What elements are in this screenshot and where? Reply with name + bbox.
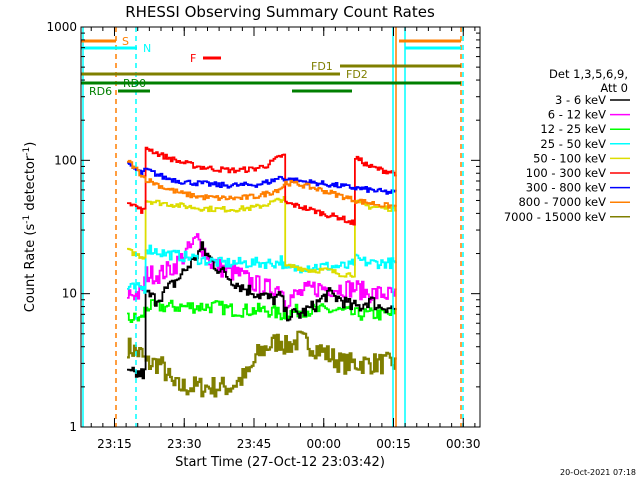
x-tick-label: 23:15 xyxy=(97,437,132,451)
y-axis-label-end: ) xyxy=(23,142,38,147)
y-axis-label-main: Count Rate (s xyxy=(23,224,38,313)
legend-entry-label: 50 - 100 keV xyxy=(533,151,606,165)
x-tick-label: 00:30 xyxy=(446,437,481,451)
legend-entry-label: 3 - 6 keV xyxy=(555,93,606,107)
legend-header-line2: Att 0 xyxy=(600,81,628,95)
rd0-label: RD0 xyxy=(123,77,146,90)
legend-header-line1: Det 1,3,5,6,9, xyxy=(549,67,628,81)
saa-label: S xyxy=(122,35,129,48)
y-tick-label: 1000 xyxy=(46,20,77,34)
fd2-label: FD2 xyxy=(346,68,368,81)
legend-entry-label: 100 - 300 keV xyxy=(526,166,606,180)
legend-entry-label: 800 - 7000 keV xyxy=(518,195,606,209)
night-label: N xyxy=(143,42,151,55)
series-line-2 xyxy=(127,299,397,323)
y-axis: 1 10 100 1000 xyxy=(46,20,480,434)
x-tick-label: 00:15 xyxy=(376,437,411,451)
y-axis-label-sup: -1 xyxy=(22,215,32,224)
legend-entry-label: 300 - 800 keV xyxy=(526,181,606,195)
rd6-label: RD6 xyxy=(89,85,112,98)
series-line-3 xyxy=(127,244,397,294)
legend-entry-label: 7000 - 15000 keV xyxy=(504,210,606,224)
y-tick-label: 1 xyxy=(69,420,77,434)
flare-label: F xyxy=(190,52,196,65)
plot-frame xyxy=(80,26,481,428)
timestamp: 20-Oct-2021 07:18 xyxy=(560,468,636,477)
y-axis-label-sup2: -1 xyxy=(22,147,32,156)
x-tick-label: 00:00 xyxy=(306,437,341,451)
y-tick-label: 10 xyxy=(62,287,77,301)
series-line-5 xyxy=(127,146,397,226)
y-axis-label-mid: detector xyxy=(23,155,38,215)
y-axis-label: Count Rate (s-1 detector-1) xyxy=(22,142,38,313)
legend-entry-label: 12 - 25 keV xyxy=(540,122,606,136)
legend-entry-label: 25 - 50 keV xyxy=(540,137,606,151)
legend-entry-label: 6 - 12 keV xyxy=(548,108,606,122)
x-axis: 23:15 23:30 23:45 00:00 00:15 00:30 xyxy=(90,27,481,451)
x-tick-label: 23:30 xyxy=(167,437,202,451)
series-layer xyxy=(127,146,397,398)
series-line-0 xyxy=(127,241,397,380)
series-line-6 xyxy=(127,161,397,195)
series-line-7 xyxy=(127,159,397,209)
event-markers: S N F FD1 FD2 RD0 RD6 xyxy=(81,27,464,427)
y-tick-label: 100 xyxy=(54,153,77,167)
chart-title: RHESSI Observing Summary Count Rates xyxy=(125,3,435,21)
x-axis-label: Start Time (27-Oct-12 23:03:42) xyxy=(175,455,385,470)
fd1-label: FD1 xyxy=(311,60,333,73)
series-line-4 xyxy=(127,196,397,278)
series-line-8 xyxy=(127,330,397,398)
x-tick-label: 23:45 xyxy=(237,437,272,451)
